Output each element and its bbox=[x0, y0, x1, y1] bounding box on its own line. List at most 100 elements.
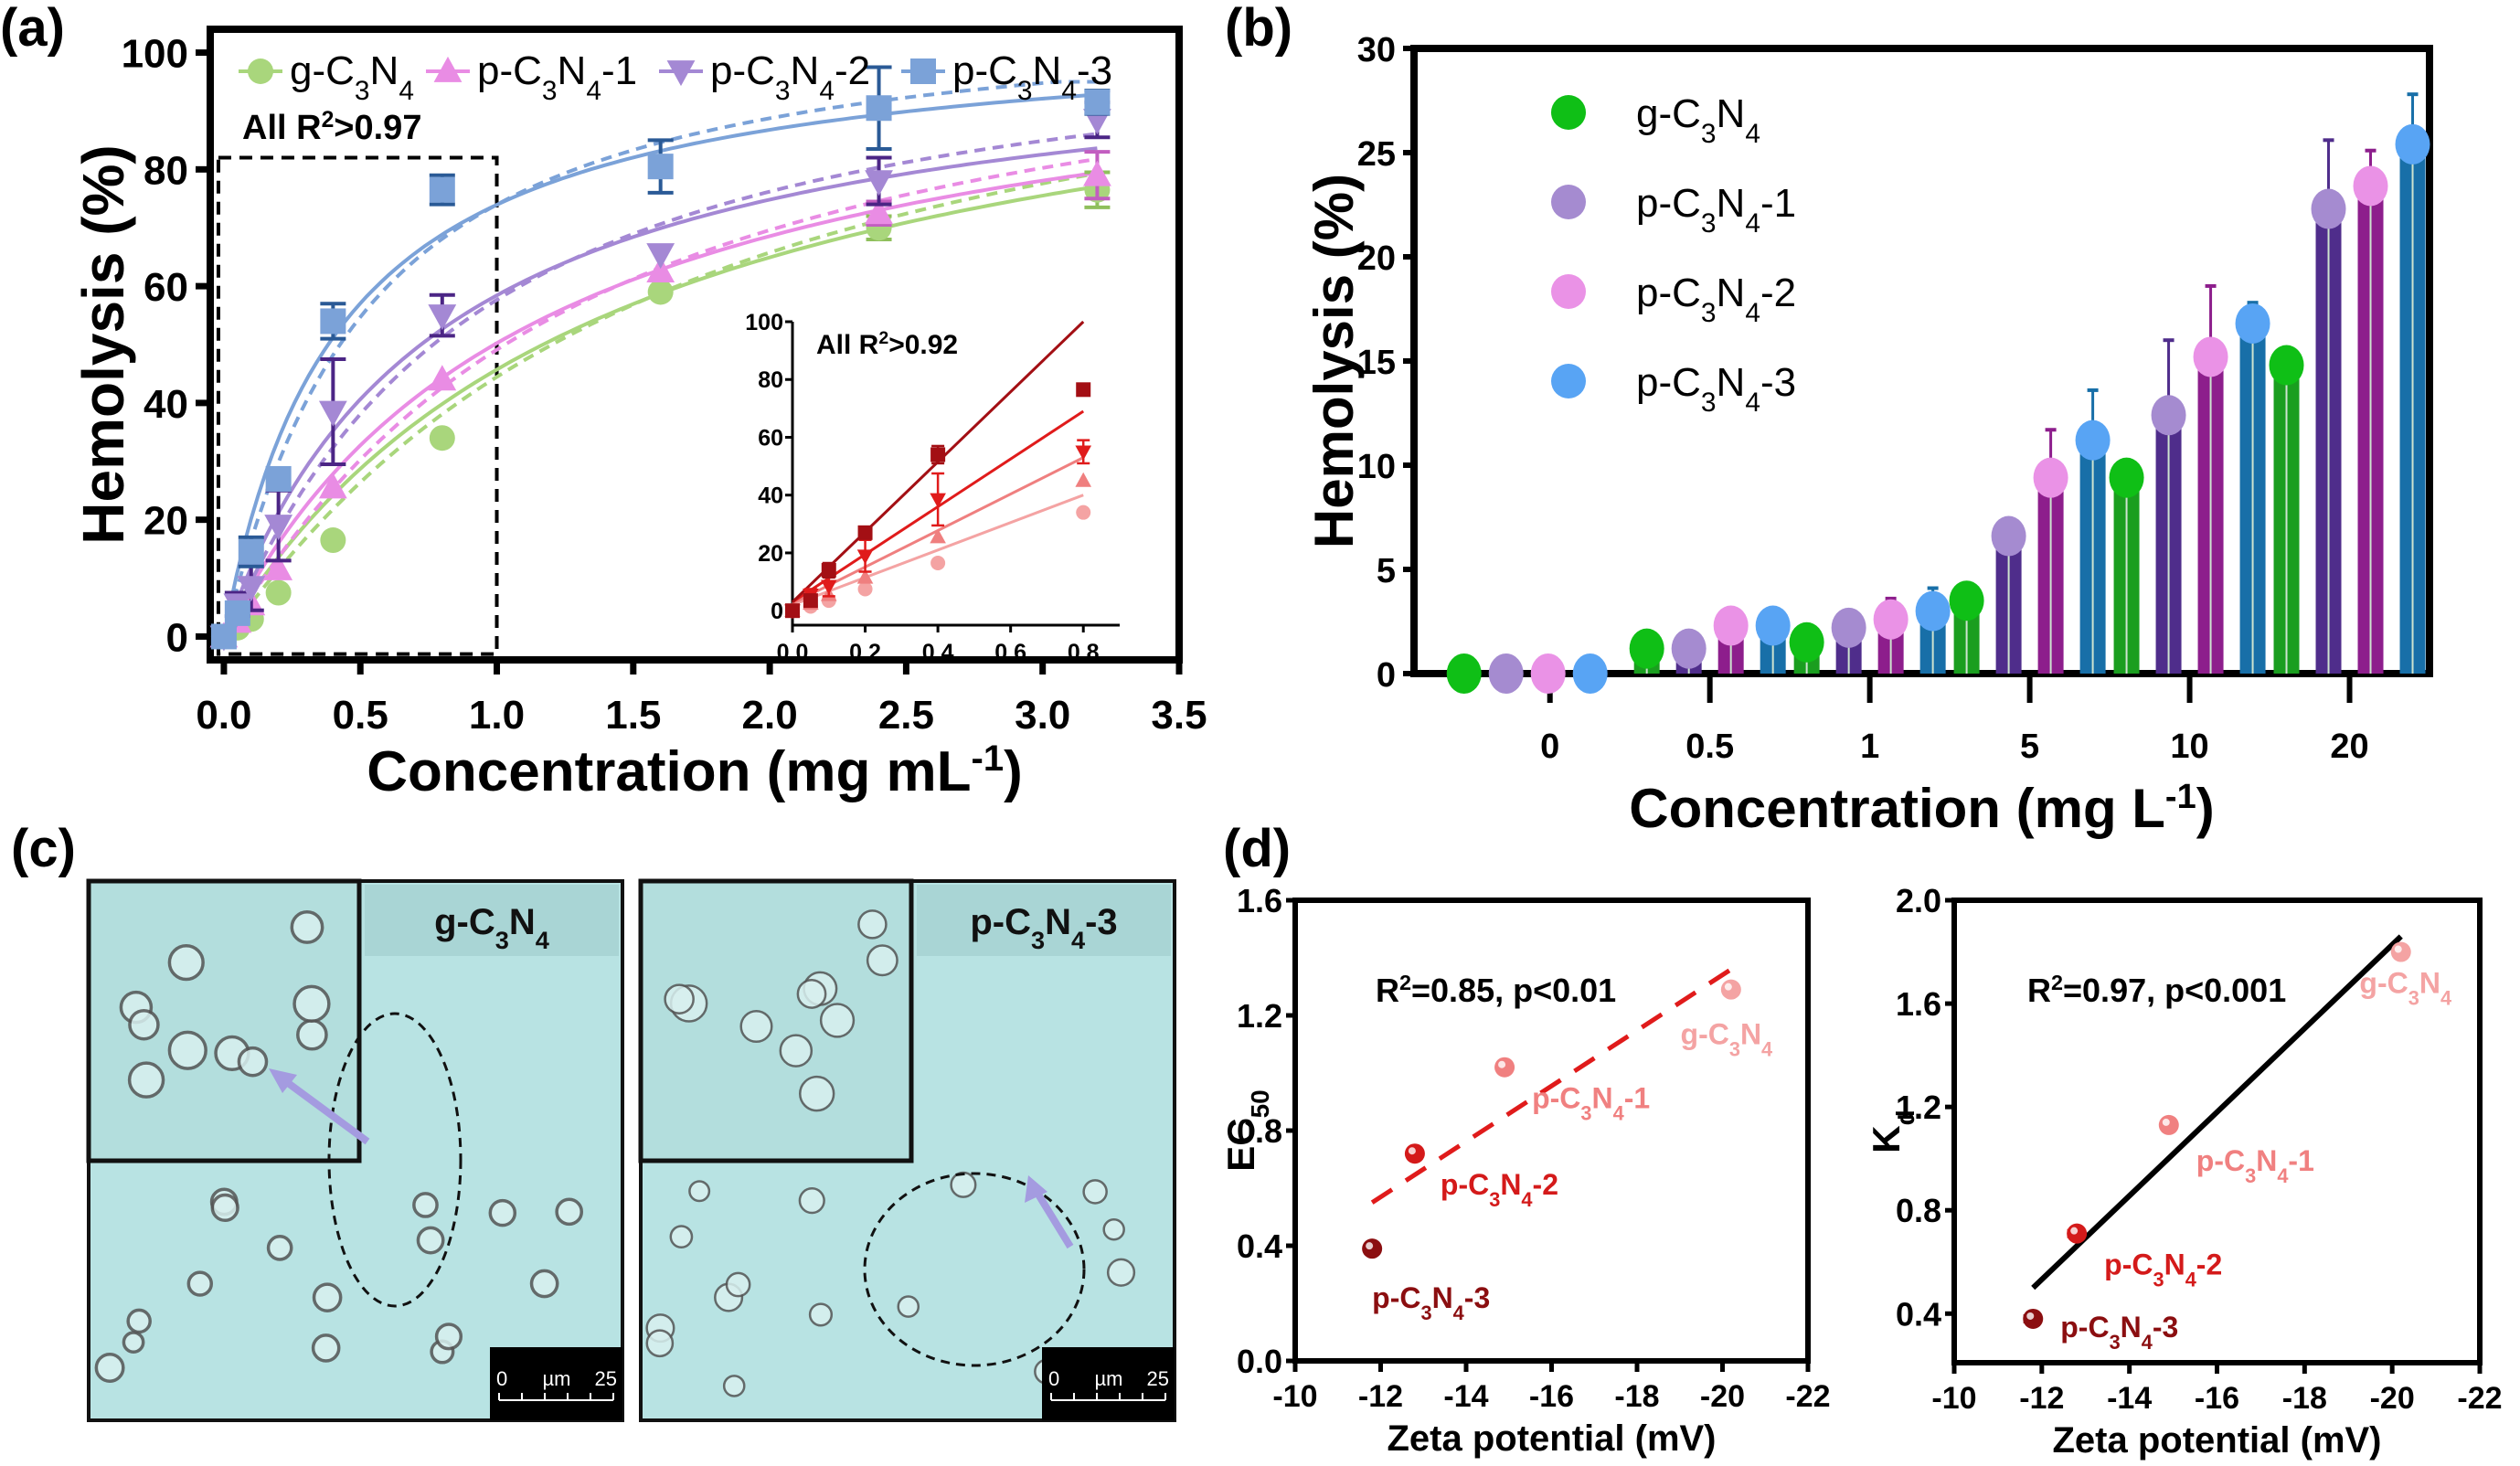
bar-top-dot bbox=[2311, 188, 2346, 229]
cell bbox=[722, 1375, 746, 1397]
data-point-circle bbox=[647, 279, 674, 305]
formula-part: p-C bbox=[1636, 181, 1701, 226]
formula-part: N bbox=[1045, 902, 1071, 942]
y-tick-label: 0 bbox=[166, 615, 188, 660]
cell bbox=[796, 979, 827, 1009]
formula-part: 4 bbox=[1521, 1188, 1532, 1211]
cell bbox=[237, 1046, 269, 1078]
x-tick-label: 0.0 bbox=[196, 693, 251, 738]
formula-part: 3 bbox=[1031, 926, 1045, 954]
legend-label: g-C3N4 bbox=[290, 48, 414, 106]
formula-part: N bbox=[1717, 91, 1746, 136]
x-tick-label: -18 bbox=[2282, 1381, 2327, 1416]
inset-y-tick-label: 0 bbox=[771, 599, 783, 624]
bar-top-dot bbox=[1713, 605, 1749, 646]
chart-a-hemolysis-curves: 0.0 0.5 1.0 1.5 2.0 2.5 3.0 3.5020406080100Conc… bbox=[70, 26, 1207, 803]
x-tick-label: 0.5 bbox=[333, 693, 388, 738]
x-axis-title-main: Concentration (mg mL bbox=[367, 740, 971, 803]
bar-top-dot bbox=[2151, 395, 2186, 436]
text-main: R bbox=[2027, 972, 2051, 1009]
formula-part: N bbox=[1740, 1018, 1761, 1051]
formula-part: -3 bbox=[1077, 48, 1112, 93]
panel-label-c: (c) bbox=[11, 819, 76, 878]
data-point-triangle-up bbox=[428, 365, 457, 391]
formula-part: N bbox=[370, 48, 399, 93]
x-tick-label: 3.0 bbox=[1015, 693, 1070, 738]
formula-part: -3 bbox=[1760, 360, 1796, 405]
formula-part: 4 bbox=[399, 76, 414, 106]
data-point-square bbox=[265, 465, 292, 492]
x-axis-title: Zeta potential (mV) bbox=[1387, 1418, 1716, 1459]
formula-part: -2 bbox=[2196, 1248, 2222, 1281]
legend-label: p-C3N4-2 bbox=[1636, 271, 1796, 328]
data-point bbox=[1362, 1238, 1383, 1259]
data-point bbox=[1404, 1143, 1425, 1164]
cell bbox=[1102, 1218, 1125, 1241]
formula-part: p-C bbox=[1532, 1082, 1580, 1115]
region-highlight-ellipse bbox=[863, 1172, 1086, 1367]
bar-top-dot bbox=[2109, 457, 2144, 498]
cell bbox=[739, 1009, 773, 1044]
data-point-triangle-down bbox=[237, 576, 266, 602]
text-tail: >0.97 bbox=[334, 109, 421, 147]
scale-bar-start: 0 bbox=[496, 1367, 507, 1390]
y-tick-label: 15 bbox=[1357, 344, 1396, 382]
inset-y-tick-label: 20 bbox=[758, 541, 783, 567]
inset-y-tick-label: 60 bbox=[758, 425, 783, 451]
y-axis-title: Kd bbox=[1865, 1110, 1919, 1153]
cell bbox=[94, 1352, 125, 1383]
data-point bbox=[2158, 1114, 2179, 1135]
data-point bbox=[1720, 979, 1741, 1000]
formula-part: -1 bbox=[1624, 1082, 1650, 1115]
y-tick-label: 1.2 bbox=[1237, 997, 1282, 1035]
y-tick-label: 20 bbox=[144, 499, 188, 544]
formula-part: 3 bbox=[1017, 76, 1033, 106]
y-tick-label: 1.2 bbox=[1896, 1089, 1941, 1126]
bar-top-dot bbox=[2235, 303, 2270, 344]
data-point-square bbox=[238, 538, 264, 565]
formula-part: -3 bbox=[2153, 1311, 2178, 1344]
x-tick-label: -20 bbox=[1700, 1379, 1745, 1414]
formula-part: p-C bbox=[2196, 1144, 2245, 1177]
data-point-highlight bbox=[2070, 1227, 2079, 1235]
data-point-highlight bbox=[2162, 1118, 2170, 1126]
sample-label: p-C3N4-3 bbox=[970, 902, 1117, 954]
formula-part: 4 bbox=[1745, 119, 1760, 149]
point-label: g-C3N4 bbox=[1681, 1018, 1773, 1061]
x-tick-label: -22 bbox=[1785, 1379, 1830, 1414]
regression-annotation: R2=0.85, p<0.01 bbox=[1376, 971, 1616, 1009]
formula-part: 3 bbox=[1701, 388, 1717, 418]
formula-part: g-C bbox=[290, 48, 355, 93]
formula-part: 4 bbox=[1745, 298, 1760, 328]
scale-bar-end: 25 bbox=[1147, 1367, 1169, 1390]
text-main: All R bbox=[242, 109, 322, 147]
point-label: p-C3N4-3 bbox=[2060, 1311, 2178, 1354]
formula-part: 3 bbox=[1729, 1037, 1740, 1060]
data-point-circle bbox=[429, 425, 455, 451]
x-tick-label: 2.0 bbox=[742, 693, 798, 738]
inset-data-point-square bbox=[785, 603, 800, 619]
data-point-triangle-down bbox=[428, 304, 457, 331]
inset-data-point-circle bbox=[930, 556, 946, 571]
cell bbox=[725, 1271, 751, 1298]
formula-part: 4 bbox=[1061, 76, 1077, 106]
x-tick-label: 20 bbox=[2330, 728, 2368, 766]
formula-part: N bbox=[1717, 181, 1746, 226]
x-tick-label: -14 bbox=[1443, 1379, 1488, 1414]
formula-part: 4 bbox=[1761, 1037, 1772, 1060]
cell bbox=[434, 1323, 463, 1351]
formula-part: p-C bbox=[2104, 1248, 2153, 1281]
formula-part: -2 bbox=[1533, 1168, 1558, 1201]
formula-part: 4 bbox=[586, 76, 601, 106]
legend-label: p-C3N4-1 bbox=[1636, 181, 1796, 239]
cell bbox=[897, 1295, 920, 1318]
y-tick-label: 60 bbox=[144, 265, 188, 310]
formula-part: N bbox=[1033, 48, 1062, 93]
bar-top-dot bbox=[1446, 653, 1482, 694]
inset-y-tick-label: 40 bbox=[758, 483, 783, 509]
cell bbox=[266, 1235, 293, 1261]
y-tick-label: 0.4 bbox=[1237, 1227, 1282, 1265]
panel-label-b: (b) bbox=[1225, 0, 1292, 58]
y-axis-title-sub: d bbox=[1891, 1110, 1919, 1125]
cell bbox=[1106, 1258, 1136, 1287]
